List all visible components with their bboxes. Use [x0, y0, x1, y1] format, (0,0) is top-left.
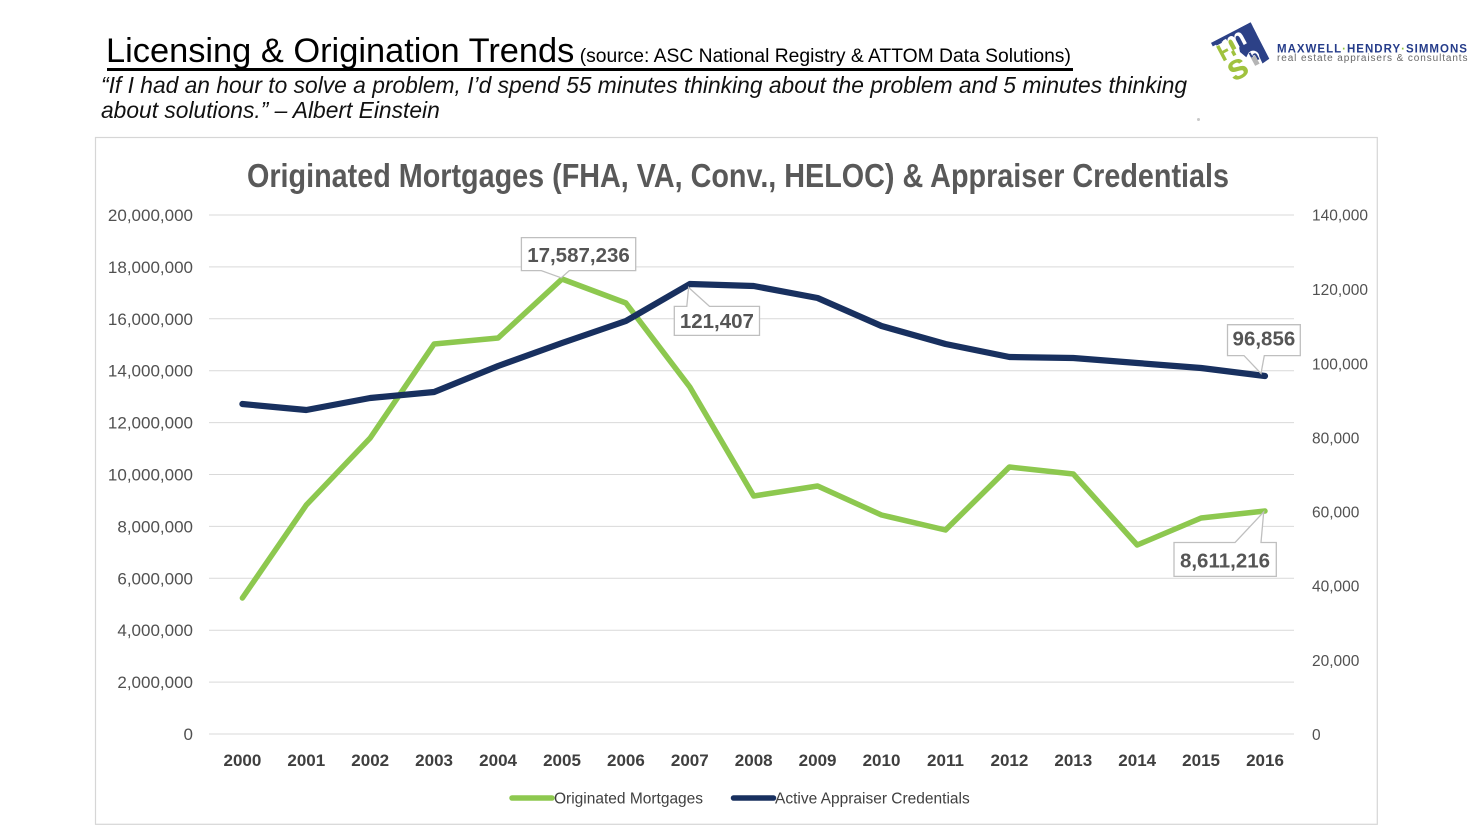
- svg-text:8,611,216: 8,611,216: [1180, 550, 1270, 573]
- svg-text:Originated Mortgages: Originated Mortgages: [554, 791, 703, 808]
- svg-text:0: 0: [184, 725, 193, 744]
- svg-text:20,000,000: 20,000,000: [108, 206, 193, 225]
- svg-text:2001: 2001: [287, 751, 325, 770]
- svg-text:2010: 2010: [863, 751, 901, 770]
- svg-text:2000: 2000: [223, 751, 261, 770]
- svg-text:6,000,000: 6,000,000: [117, 569, 193, 588]
- svg-text:8,000,000: 8,000,000: [117, 517, 193, 536]
- svg-text:real estate appraisers & consu: real estate appraisers & consultants: [1277, 53, 1468, 64]
- svg-text:120,000: 120,000: [1312, 282, 1368, 299]
- svg-text:2006: 2006: [607, 751, 645, 770]
- svg-text:2005: 2005: [543, 751, 581, 770]
- svg-text:40,000: 40,000: [1312, 579, 1360, 596]
- svg-text:2002: 2002: [351, 751, 389, 770]
- svg-text:2014: 2014: [1118, 751, 1156, 770]
- svg-text:14,000,000: 14,000,000: [108, 362, 193, 381]
- svg-text:0: 0: [1312, 727, 1321, 744]
- svg-text:2009: 2009: [799, 751, 837, 770]
- svg-text:2007: 2007: [671, 751, 709, 770]
- svg-text:96,856: 96,856: [1233, 328, 1296, 351]
- svg-text:17,587,236: 17,587,236: [527, 244, 630, 267]
- svg-text:4,000,000: 4,000,000: [117, 621, 193, 640]
- svg-text:2015: 2015: [1182, 751, 1220, 770]
- svg-text:2008: 2008: [735, 751, 773, 770]
- svg-text:16,000,000: 16,000,000: [108, 310, 193, 329]
- svg-text:100,000: 100,000: [1312, 356, 1368, 373]
- svg-text:Originated Mortgages (FHA, VA,: Originated Mortgages (FHA, VA, Conv., HE…: [247, 158, 1229, 195]
- svg-text:60,000: 60,000: [1312, 505, 1360, 522]
- svg-text:2013: 2013: [1054, 751, 1092, 770]
- svg-text:2,000,000: 2,000,000: [117, 673, 193, 692]
- svg-text:Active Appraiser Credentials: Active Appraiser Credentials: [775, 791, 970, 808]
- svg-text:18,000,000: 18,000,000: [108, 258, 193, 277]
- svg-text:2003: 2003: [415, 751, 453, 770]
- svg-text:121,407: 121,407: [680, 310, 754, 333]
- svg-text:2004: 2004: [479, 751, 517, 770]
- svg-text:2011: 2011: [927, 751, 964, 770]
- svg-text:10,000,000: 10,000,000: [108, 466, 193, 485]
- svg-text:2012: 2012: [990, 751, 1028, 770]
- svg-text:80,000: 80,000: [1312, 430, 1360, 447]
- svg-text:MAXWELL·HENDRY·SIMMONS: MAXWELL·HENDRY·SIMMONS: [1277, 44, 1468, 56]
- svg-text:140,000: 140,000: [1312, 207, 1368, 224]
- svg-text:2016: 2016: [1246, 751, 1284, 770]
- svg-text:20,000: 20,000: [1312, 653, 1360, 670]
- svg-text:12,000,000: 12,000,000: [108, 414, 193, 433]
